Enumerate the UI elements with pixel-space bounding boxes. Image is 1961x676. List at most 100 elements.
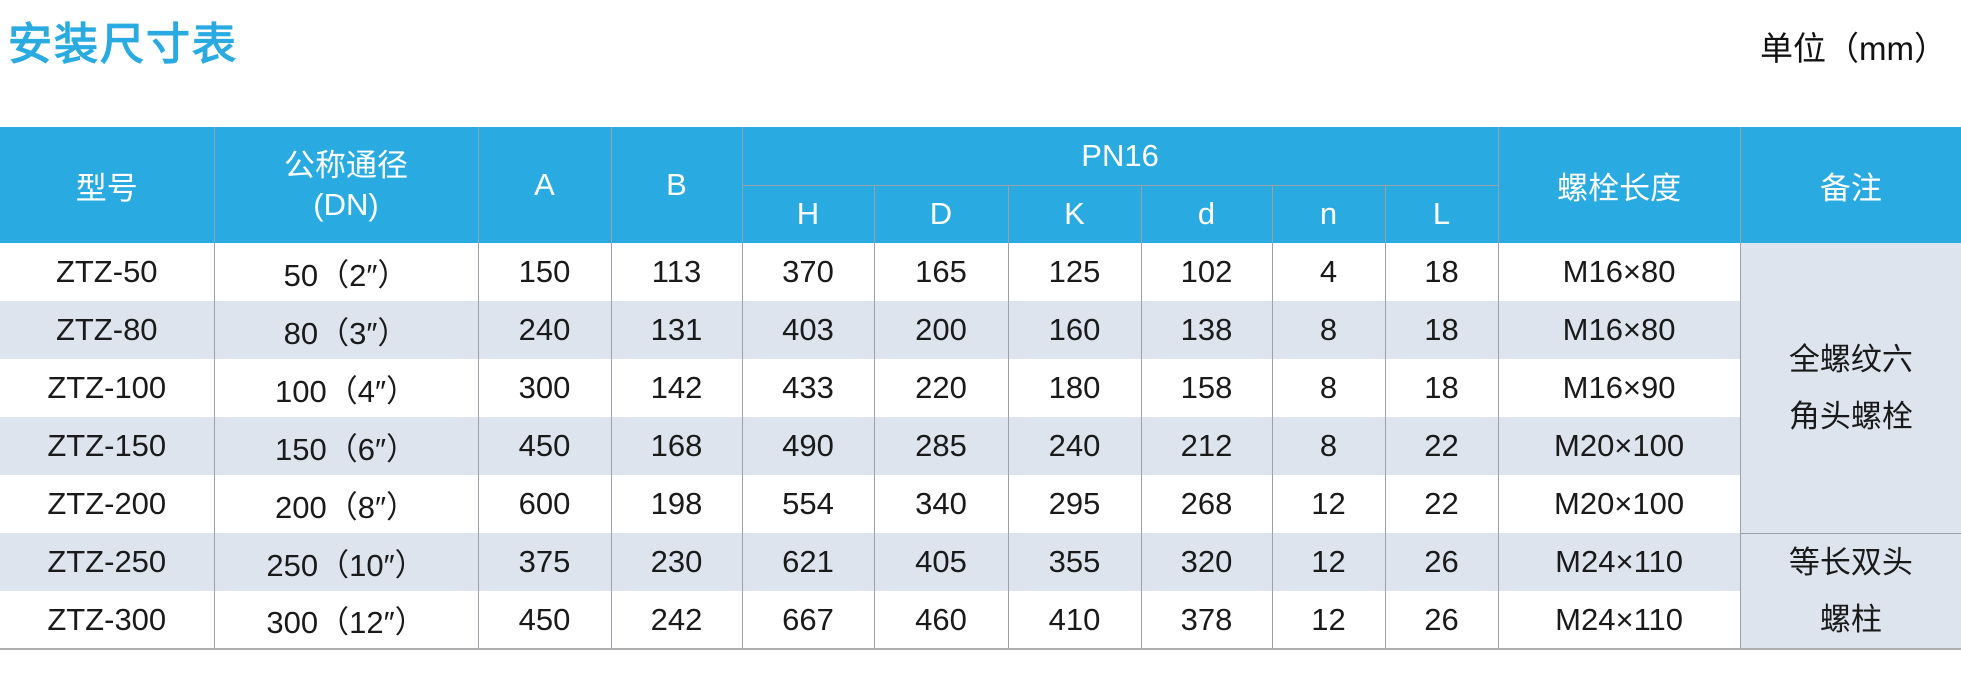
cell-k: 410	[1007, 591, 1141, 650]
cell-model: ZTZ-300	[0, 591, 214, 650]
table-row: ZTZ-150 150（6″） 450 168 490 285 240 212 8 22 M20×1…	[0, 417, 1961, 475]
cell-model: ZTZ-250	[0, 533, 214, 591]
table-row: ZTZ-50 50（2″） 150 113 370 165 125 102 4 18 M16×80 全…	[0, 243, 1961, 533]
table-row: ZTZ-80 80（3″） 240 131 403 200 160 138 8 18 M16×80	[0, 301, 1961, 359]
cell-a: 450	[477, 591, 611, 650]
cell-dn: 50（2″）	[213, 243, 478, 301]
cell-dn: 200（8″）	[213, 475, 478, 533]
cell-d-outer: 220	[873, 359, 1008, 417]
cell-bolt: M20×100	[1497, 417, 1741, 475]
cell-b: 230	[610, 533, 742, 591]
cell-d: 268	[1140, 475, 1272, 533]
cell-b: 168	[610, 417, 742, 475]
cell-d-outer: 405	[873, 533, 1008, 591]
cell-h: 621	[741, 533, 874, 591]
cell-n: 12	[1271, 533, 1385, 591]
cell-bolt: M16×80	[1497, 243, 1741, 301]
table-row: ZTZ-200 200（8″） 600 198 554 340 295 268 12 22 M20×…	[0, 475, 1961, 533]
table-row: ZTZ-250 250（10″） 375 230 621 405 355 320 12 26 M24…	[0, 532, 1961, 650]
header-l: L	[1384, 185, 1499, 243]
header-dn-line1: 公称通径	[284, 148, 408, 183]
cell-d-outer: 165	[873, 243, 1008, 301]
cell-l: 18	[1384, 301, 1499, 359]
table-row: ZTZ-100 100（4″） 300 142 433 220 180 158 8 18 M16×9…	[0, 359, 1961, 417]
top-bar: 安装尺寸表 单位（mm）	[0, 0, 1961, 127]
header-h: H	[741, 185, 874, 243]
cell-dn: 250（10″）	[213, 533, 478, 591]
cell-model: ZTZ-200	[0, 475, 214, 533]
cell-l: 26	[1384, 591, 1499, 650]
cell-d: 158	[1140, 359, 1272, 417]
cell-model: ZTZ-50	[0, 243, 214, 301]
cell-k: 180	[1007, 359, 1141, 417]
cell-model: ZTZ-100	[0, 359, 214, 417]
cell-n: 4	[1271, 243, 1385, 301]
cell-l: 22	[1384, 417, 1499, 475]
cell-d-outer: 460	[873, 591, 1008, 650]
cell-d-outer: 340	[873, 475, 1008, 533]
cell-k: 240	[1007, 417, 1141, 475]
header-bolt-length: 螺栓长度	[1497, 127, 1741, 243]
cell-n: 8	[1271, 301, 1385, 359]
cell-k: 160	[1007, 301, 1141, 359]
cell-h: 403	[741, 301, 874, 359]
cell-d-outer: 285	[873, 417, 1008, 475]
cell-b: 113	[610, 243, 742, 301]
cell-d: 320	[1140, 533, 1272, 591]
cell-d-outer: 200	[873, 301, 1008, 359]
cell-bolt: M16×80	[1497, 301, 1741, 359]
cell-l: 18	[1384, 243, 1499, 301]
header-d: d	[1140, 185, 1272, 243]
cell-dn: 150（6″）	[213, 417, 478, 475]
cell-bolt: M24×110	[1497, 591, 1741, 650]
cell-bolt: M16×90	[1497, 359, 1741, 417]
cell-dn: 80（3″）	[213, 301, 478, 359]
header-dn: 公称通径 (DN)	[213, 127, 478, 243]
cell-d: 378	[1140, 591, 1272, 650]
cell-dn: 300（12″）	[213, 591, 478, 650]
cell-k: 125	[1007, 243, 1141, 301]
cell-a: 150	[477, 243, 611, 301]
cell-l: 26	[1384, 533, 1499, 591]
header-n: n	[1271, 185, 1385, 243]
header-k: K	[1007, 185, 1141, 243]
cell-n: 8	[1271, 417, 1385, 475]
cell-d: 212	[1140, 417, 1272, 475]
remark-line: 全螺纹六	[1788, 341, 1913, 377]
cell-h: 667	[741, 591, 874, 650]
table-row: ZTZ-300 300（12″） 450 242 667 460 410 378 12 26 M24…	[0, 591, 1961, 650]
table-body: ZTZ-50 50（2″） 150 113 370 165 125 102 4 18 M16×80 全…	[0, 243, 1961, 650]
cell-a: 600	[477, 475, 611, 533]
cell-h: 370	[741, 243, 874, 301]
cell-n: 12	[1271, 475, 1385, 533]
cell-d: 138	[1140, 301, 1272, 359]
cell-remark: 等长双头 螺柱	[1739, 532, 1961, 650]
cell-h: 554	[741, 475, 874, 533]
table-header: 型号 公称通径 (DN) A B PN16 螺栓长度 备注 H D K d n …	[0, 127, 1961, 243]
cell-model: ZTZ-80	[0, 301, 214, 359]
cell-n: 8	[1271, 359, 1385, 417]
cell-b: 142	[610, 359, 742, 417]
cell-n: 12	[1271, 591, 1385, 650]
header-model: 型号	[0, 127, 214, 243]
cell-remark: 全螺纹六 角头螺栓	[1739, 243, 1961, 533]
header-b: B	[610, 127, 742, 243]
cell-k: 355	[1007, 533, 1141, 591]
cell-bolt: M20×100	[1497, 475, 1741, 533]
cell-dn: 100（4″）	[213, 359, 478, 417]
remark-line: 角头螺栓	[1788, 398, 1913, 434]
cell-a: 450	[477, 417, 611, 475]
cell-k: 295	[1007, 475, 1141, 533]
header-d-outer: D	[873, 185, 1008, 243]
header-pn16: PN16	[741, 127, 1499, 186]
cell-b: 198	[610, 475, 742, 533]
cell-h: 433	[741, 359, 874, 417]
cell-a: 300	[477, 359, 611, 417]
cell-bolt: M24×110	[1497, 533, 1741, 591]
remark-line: 等长双头	[1788, 544, 1913, 580]
cell-h: 490	[741, 417, 874, 475]
header-a: A	[477, 127, 611, 243]
header-remarks: 备注	[1739, 127, 1961, 243]
remark-line: 螺柱	[1819, 601, 1882, 637]
unit-label: 单位（mm）	[1760, 30, 1947, 67]
